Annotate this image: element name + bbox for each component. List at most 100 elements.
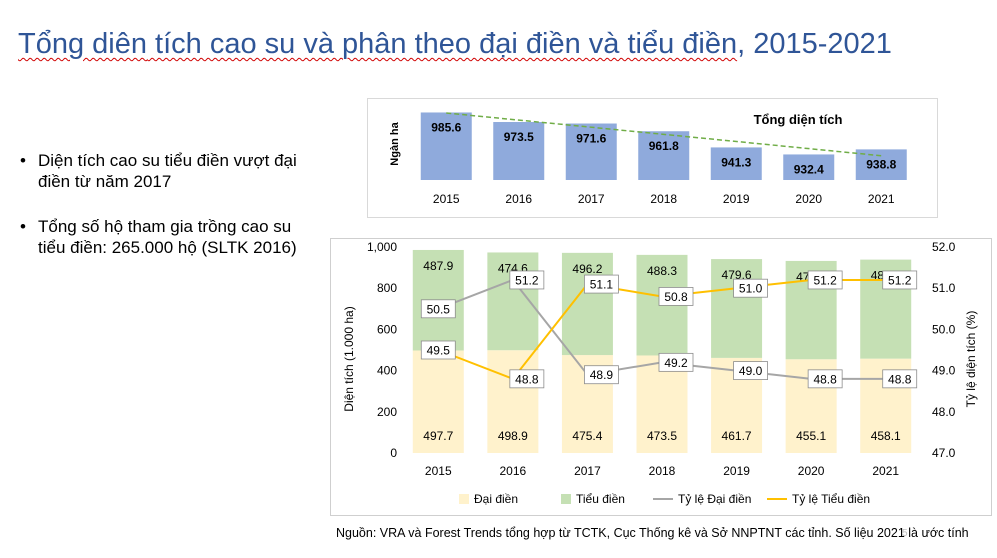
y-axis-label: Diện tích (1.000 ha)	[342, 306, 356, 411]
data-label-ty-le-tieu-dien: 51.2	[888, 273, 912, 287]
data-label-dai-dien: 473.5	[647, 429, 677, 443]
data-label-ty-le-tieu-dien: 50.8	[664, 290, 688, 304]
data-label-ty-le-dai-dien: 48.8	[813, 372, 837, 386]
x-tick-label: 2021	[872, 464, 899, 478]
page-number: 5	[902, 528, 908, 539]
y2-tick-label: 50.0	[932, 322, 956, 336]
data-label-ty-le-tieu-dien-box	[509, 369, 545, 389]
data-label-dai-dien: 498.9	[498, 429, 528, 443]
bullet-item: Diện tích cao su tiểu điền vượt đại điền…	[20, 150, 320, 192]
data-label-tieu-dien: 496.2	[572, 262, 602, 276]
y2-tick-label: 47.0	[932, 446, 956, 460]
legend-label: Tiểu điền	[576, 492, 625, 506]
data-label: 941.3	[721, 155, 751, 169]
x-tick-label: 2017	[574, 464, 601, 478]
data-label-ty-le-dai-dien: 51.2	[515, 273, 539, 287]
legend-swatch-tieu-dien	[561, 494, 571, 504]
data-label-ty-le-tieu-dien: 51.2	[813, 273, 837, 287]
data-label-ty-le-dai-dien: 49.2	[664, 356, 688, 370]
data-label-ty-le-tieu-dien: 51.0	[739, 282, 763, 296]
data-label-ty-le-tieu-dien-box	[807, 270, 843, 290]
data-label-ty-le-dai-dien: 48.8	[888, 372, 912, 386]
source-note: Nguồn: VRA và Forest Trends tổng hợp từ …	[336, 526, 969, 540]
x-tick-label: 2018	[649, 464, 676, 478]
data-label-ty-le-dai-dien-box	[807, 369, 843, 389]
x-tick-label: 2019	[723, 464, 750, 478]
slide-title: Tổng diên tích cao su và phân theo đại đ…	[18, 28, 892, 61]
bar-dai-dien	[487, 350, 539, 453]
x-tick-label: 2016	[505, 192, 532, 206]
data-label-tieu-dien: 479.6	[722, 268, 752, 282]
data-label-ty-le-tieu-dien: 51.1	[590, 278, 614, 292]
bar-dai-dien	[412, 350, 464, 453]
y-axis-label: Ngàn ha	[389, 121, 401, 165]
data-label-ty-le-dai-dien-box	[420, 299, 456, 319]
total-area-chart-svg: Ngàn ha Tổng diện tích 985.6 2015 973.5 2016 9…	[389, 112, 907, 206]
title-part-3: , 2015-2021	[737, 28, 892, 60]
y2-tick-label: 51.0	[932, 281, 956, 295]
data-label-ty-le-tieu-dien-box	[882, 270, 918, 290]
data-label-ty-le-tieu-dien-box	[420, 340, 456, 360]
data-label-ty-le-dai-dien-box	[658, 352, 694, 372]
x-tick-label: 2016	[500, 464, 527, 478]
data-label-dai-dien: 475.4	[572, 429, 602, 443]
data-label-ty-le-dai-dien-box	[733, 361, 768, 380]
data-label: 932.4	[794, 162, 824, 176]
bar-total	[493, 122, 545, 180]
x-tick-label: 2017	[578, 192, 605, 206]
data-label-tieu-dien: 488.3	[647, 264, 677, 278]
y-tick-label: 600	[377, 322, 397, 336]
y-tick-label: 0	[390, 446, 397, 460]
x-tick-label: 2015	[433, 192, 460, 206]
y2-tick-label: 48.0	[932, 405, 956, 419]
data-label-dai-dien: 461.7	[722, 429, 752, 443]
x-tick-label: 2020	[795, 192, 822, 206]
data-label-ty-le-dai-dien-box	[882, 369, 918, 389]
data-label-ty-le-dai-dien-box	[509, 270, 545, 290]
legend-swatch-dai-dien	[459, 494, 469, 504]
data-label-dai-dien: 497.7	[423, 429, 453, 443]
bar-tieu-dien	[561, 252, 613, 356]
data-label-ty-le-tieu-dien-box	[584, 274, 619, 294]
data-label-ty-le-tieu-dien: 48.8	[515, 372, 539, 386]
data-label-ty-le-dai-dien: 50.5	[427, 302, 451, 316]
legend-label: Đại điền	[474, 492, 518, 506]
bar-total	[420, 112, 472, 180]
data-label: 971.6	[576, 132, 606, 146]
data-label-ty-le-tieu-dien-box	[733, 278, 768, 298]
x-tick-label: 2019	[723, 192, 750, 206]
trendline	[446, 112, 882, 157]
split-area-chart-svg: 0 200 400 600 800 1,000 47.0 48.0 49.0 50.0 51.0 52…	[342, 240, 978, 506]
x-tick-label: 2018	[650, 192, 677, 206]
bar-total	[565, 123, 617, 180]
bar-total	[710, 147, 762, 180]
y2-tick-label: 52.0	[932, 240, 956, 254]
total-area-chart: Ngàn ha Tổng diện tích 985.6 2015 973.5 2016 9…	[367, 98, 938, 218]
data-label-dai-dien: 458.1	[871, 429, 901, 443]
data-label-ty-le-dai-dien: 48.9	[590, 368, 614, 382]
bullet-item: Tổng số hộ tham gia trồng cao su tiểu đi…	[20, 216, 320, 258]
data-label: 961.8	[649, 139, 679, 153]
data-label-tieu-dien: 487.9	[423, 259, 453, 273]
bar-total	[638, 131, 690, 180]
bar-total	[783, 154, 835, 180]
legend-label: Tỷ lệ Tiểu điền	[792, 492, 870, 506]
x-tick-label: 2021	[868, 192, 895, 206]
data-label-ty-le-tieu-dien-box	[658, 287, 694, 306]
chart-title: Tổng diện tích	[754, 112, 843, 127]
y2-tick-label: 49.0	[932, 364, 956, 378]
data-label-ty-le-tieu-dien: 49.5	[427, 344, 451, 358]
x-tick-label: 2020	[798, 464, 825, 478]
title-part-2: tích cao su và phân theo đại điền và tiể…	[147, 28, 738, 60]
split-area-chart: 0 200 400 600 800 1,000 47.0 48.0 49.0 50.0 51.0 52…	[330, 238, 992, 516]
y-tick-label: 200	[377, 405, 397, 419]
y2-axis-label: Tỷ lệ diện tích (%)	[964, 311, 978, 408]
title-part-1: Tổng diên	[18, 28, 147, 60]
x-tick-label: 2015	[425, 464, 452, 478]
data-label: 985.6	[431, 120, 461, 134]
data-label: 938.8	[866, 157, 896, 171]
data-label-dai-dien: 455.1	[796, 429, 826, 443]
y-tick-label: 400	[377, 364, 397, 378]
data-label-ty-le-dai-dien-box	[584, 365, 619, 385]
data-label-ty-le-dai-dien: 49.0	[739, 364, 763, 378]
